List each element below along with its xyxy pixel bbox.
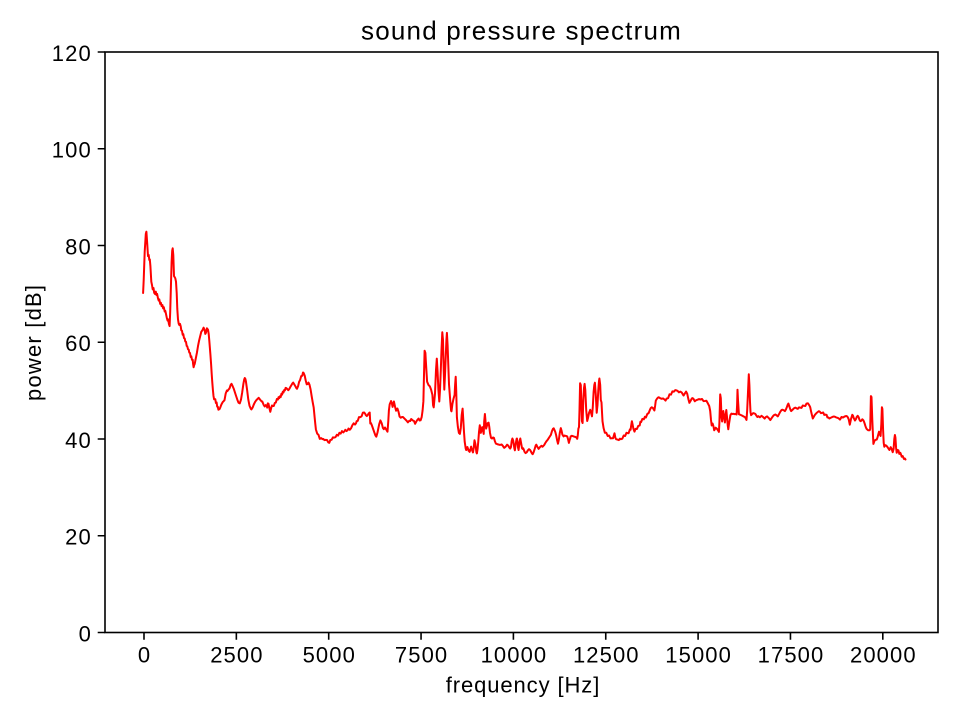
svg-text:40: 40 — [65, 428, 92, 453]
svg-text:120: 120 — [52, 41, 92, 66]
svg-text:10000: 10000 — [481, 643, 548, 668]
svg-text:sound pressure spectrum: sound pressure spectrum — [361, 16, 682, 46]
svg-text:2500: 2500 — [210, 643, 263, 668]
svg-text:17500: 17500 — [758, 643, 825, 668]
svg-text:15000: 15000 — [665, 643, 732, 668]
svg-text:60: 60 — [65, 331, 92, 356]
svg-text:5000: 5000 — [303, 643, 356, 668]
svg-text:100: 100 — [52, 138, 92, 163]
svg-text:power [dB]: power [dB] — [21, 284, 46, 401]
svg-text:20000: 20000 — [850, 643, 917, 668]
svg-text:0: 0 — [138, 643, 151, 668]
svg-text:0: 0 — [79, 621, 92, 646]
svg-text:80: 80 — [65, 234, 92, 259]
svg-text:7500: 7500 — [395, 643, 448, 668]
svg-text:frequency [Hz]: frequency [Hz] — [446, 672, 600, 697]
svg-text:20: 20 — [65, 525, 92, 550]
svg-text:12500: 12500 — [573, 643, 640, 668]
